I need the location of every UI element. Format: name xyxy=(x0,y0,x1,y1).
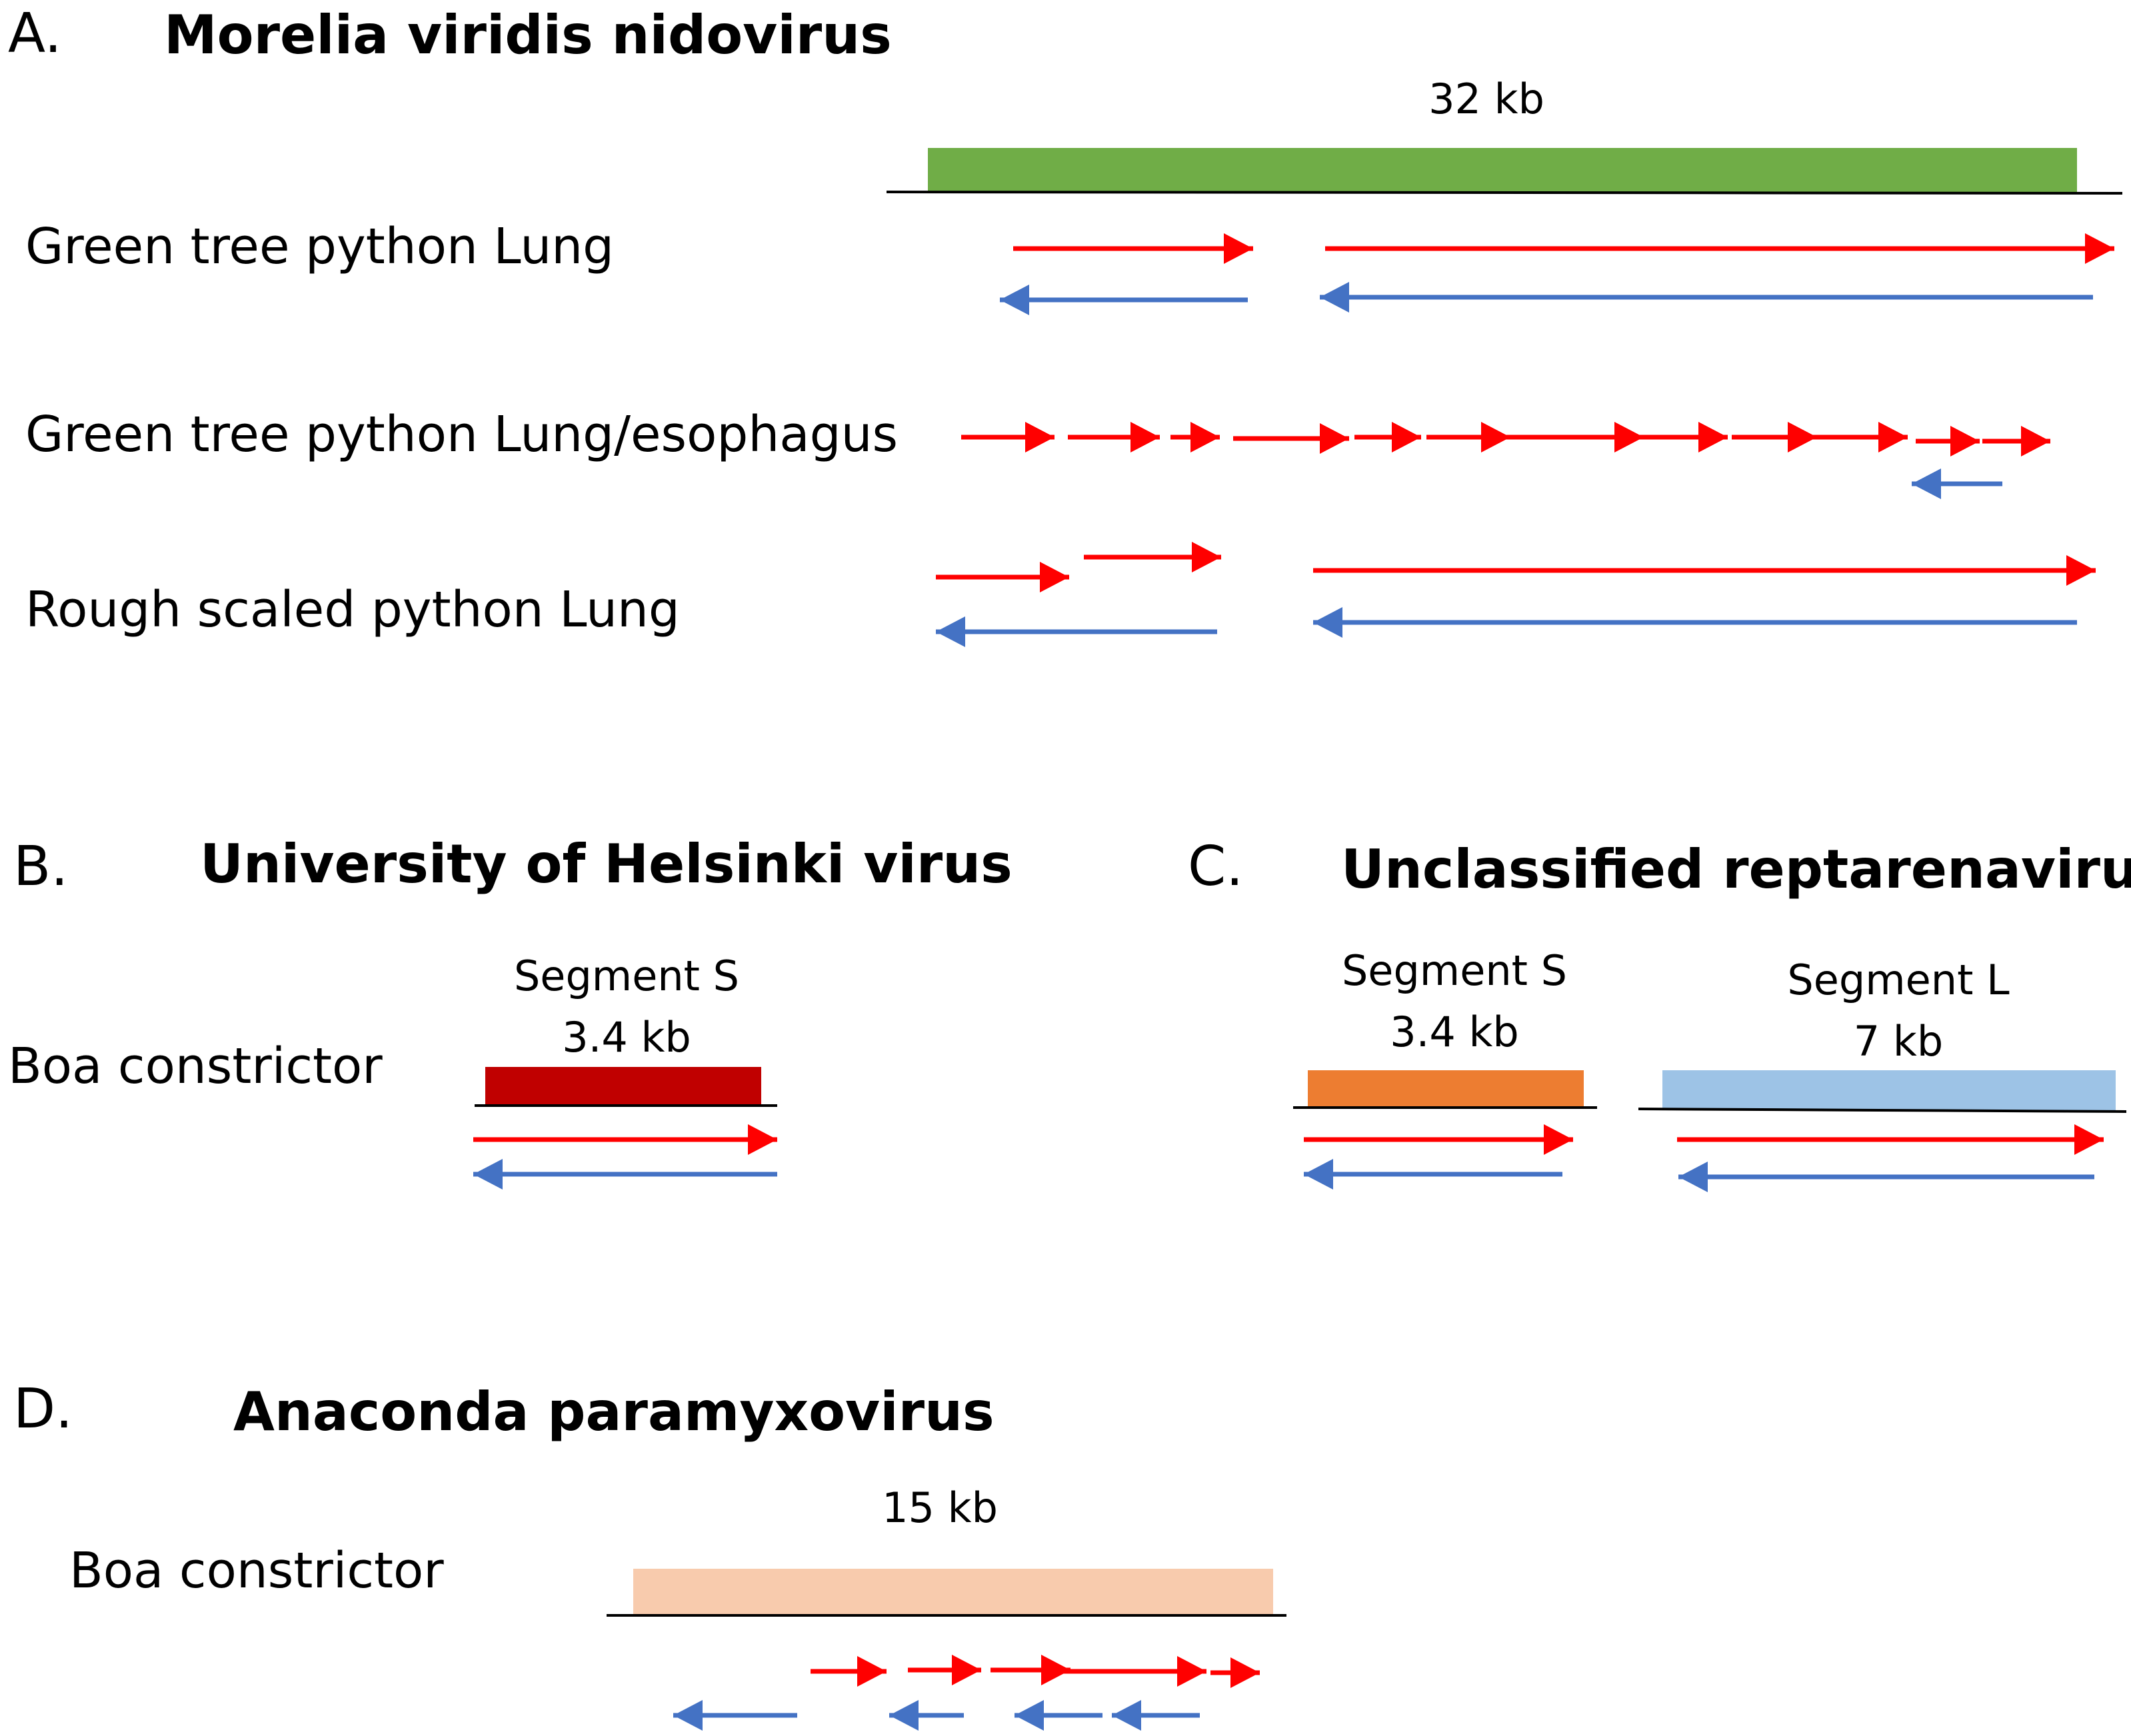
panel-a: A. Morelia viridis nidovirus 32 kb Green… xyxy=(8,2,2123,647)
panel-c-reads xyxy=(1304,1124,2104,1192)
anaconda-genome-bar xyxy=(633,1569,1273,1614)
panel-b-title: University of Helsinki virus xyxy=(200,833,1013,895)
panel-c-segment-s-size: 3.4 kb xyxy=(1390,1008,1519,1056)
panel-d-reads xyxy=(673,1655,1260,1731)
panel-c-segment-s-name: Segment S xyxy=(1342,946,1567,995)
panel-c-letter: C. xyxy=(1188,835,1243,898)
panel-a-letter: A. xyxy=(8,2,62,65)
reptarena-segment-l-axis xyxy=(1638,1108,2127,1113)
panel-a-row-1-reads xyxy=(1000,233,2114,315)
panel-a-row-3-label: Rough scaled python Lung xyxy=(25,581,680,638)
panel-a-row-1-label: Green tree python Lung xyxy=(25,218,614,275)
panel-a-row-3-reads xyxy=(936,542,2096,647)
panel-a-genome-size: 32 kb xyxy=(1428,75,1544,123)
panel-b-host-label: Boa constrictor xyxy=(8,1038,383,1095)
panel-b-segment-size: 3.4 kb xyxy=(562,1013,691,1062)
panel-d-title: Anaconda paramyxovirus xyxy=(233,1381,995,1443)
reptarena-segment-s-bar xyxy=(1308,1070,1584,1108)
morelia-genome-axis xyxy=(886,191,2123,195)
panel-d-genome-size: 15 kb xyxy=(882,1483,998,1532)
panel-b: B. University of Helsinki virus Boa cons… xyxy=(8,833,1013,1190)
panel-d-host-label: Boa constrictor xyxy=(69,1542,444,1599)
panel-b-letter: B. xyxy=(13,835,68,898)
panel-b-segment-name: Segment S xyxy=(514,952,739,1000)
panel-b-reads xyxy=(473,1124,777,1190)
panel-c-segment-l-size: 7 kb xyxy=(1854,1017,1943,1066)
helsinki-segment-s-bar xyxy=(485,1067,761,1106)
morelia-genome-bar xyxy=(928,148,2077,192)
panel-c-title: Unclassified reptarenavirus xyxy=(1341,838,2131,900)
reptarena-segment-l-bar xyxy=(1662,1070,2116,1110)
panel-c-segment-l-name: Segment L xyxy=(1787,956,2010,1004)
panel-d-letter: D. xyxy=(13,1377,73,1441)
panel-a-row-2-reads xyxy=(961,422,2050,499)
panel-a-row-2-label: Green tree python Lung/esophagus xyxy=(25,406,898,463)
panel-d: D. Anaconda paramyxovirus Boa constricto… xyxy=(13,1377,1286,1731)
panel-a-title: Morelia viridis nidovirus xyxy=(164,4,892,66)
panel-c: C. Unclassified reptarenavirus Segment S… xyxy=(1188,835,2131,1192)
